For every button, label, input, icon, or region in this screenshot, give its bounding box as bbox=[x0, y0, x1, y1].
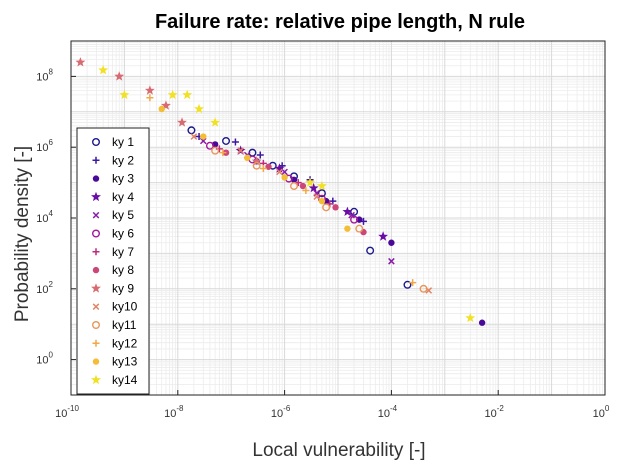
data-point-series-14 bbox=[167, 89, 178, 100]
data-point-series-4 bbox=[378, 231, 389, 241]
data-point-series-11 bbox=[290, 182, 299, 191]
data-point-series-13 bbox=[200, 133, 207, 140]
legend-entry-label: ky 5 bbox=[112, 208, 134, 222]
data-point-series-9 bbox=[114, 71, 125, 81]
data-point-series-6 bbox=[350, 215, 359, 224]
data-point-series-13 bbox=[281, 174, 288, 181]
data-point-series-8 bbox=[265, 163, 272, 170]
data-point-series-9 bbox=[251, 156, 262, 166]
legend-entry-label: ky 9 bbox=[112, 281, 134, 295]
legend-entry-label: ky 6 bbox=[112, 227, 134, 241]
data-point-series-4 bbox=[308, 182, 319, 193]
data-point-series-14 bbox=[119, 89, 130, 100]
data-point-series-12 bbox=[409, 279, 417, 287]
data-point-series-10 bbox=[237, 147, 244, 154]
legend-marker-14 bbox=[91, 374, 101, 385]
legend-marker-10 bbox=[92, 303, 100, 311]
data-point-series-8 bbox=[332, 204, 339, 211]
legend-entry-label: ky12 bbox=[112, 336, 138, 350]
legend-entry-label: ky14 bbox=[112, 373, 138, 387]
data-point-series-14 bbox=[316, 180, 327, 191]
data-point-series-11 bbox=[322, 203, 331, 212]
legend-marker-3 bbox=[92, 175, 100, 182]
data-point-series-5 bbox=[348, 211, 355, 219]
legend-box bbox=[76, 127, 150, 395]
data-point-series-12 bbox=[146, 94, 154, 102]
legend-marker-5 bbox=[92, 211, 100, 219]
legend-entry-label: ky 4 bbox=[112, 190, 134, 204]
data-point-series-12 bbox=[219, 149, 227, 157]
x-axis-ticks: 10-10 10-8 10-6 10-4 10-2 100 bbox=[55, 390, 610, 420]
data-point-series-13 bbox=[158, 105, 165, 113]
legend: ky 1 ky 2 ky 3 ky 4 ky 5 ky 6 ky 7 ky 8 ky 9 ky10… bbox=[76, 127, 150, 395]
data-point-series-1 bbox=[222, 136, 231, 145]
legend-entry-label: ky10 bbox=[112, 300, 138, 314]
data-point-series-14 bbox=[210, 117, 221, 127]
data-point-series-11 bbox=[252, 161, 261, 170]
data-point-series-11 bbox=[419, 284, 428, 293]
data-point-series-13 bbox=[318, 197, 326, 205]
data-point-series-14 bbox=[182, 89, 193, 100]
legend-marker-1 bbox=[91, 137, 100, 146]
data-point-series-10 bbox=[276, 168, 283, 176]
legend-marker-12 bbox=[92, 339, 100, 347]
data-point-series-10 bbox=[313, 193, 321, 201]
data-point-series-9 bbox=[75, 57, 86, 67]
data-point-series-14 bbox=[194, 103, 204, 114]
data-point-series-11 bbox=[211, 146, 220, 155]
data-point-series-2 bbox=[256, 151, 264, 159]
data-point-series-12 bbox=[259, 165, 267, 173]
data-point-series-3 bbox=[478, 319, 486, 326]
data-point-series-5 bbox=[281, 168, 288, 176]
legend-entry-label: ky 3 bbox=[112, 172, 134, 186]
legend-entry-label: ky 7 bbox=[112, 245, 134, 259]
data-points bbox=[75, 57, 486, 326]
data-point-series-9 bbox=[161, 100, 171, 110]
data-point-series-13 bbox=[244, 154, 251, 162]
legend-marker-7 bbox=[92, 248, 100, 256]
data-point-series-12 bbox=[302, 186, 310, 194]
legend-marker-9 bbox=[91, 283, 101, 293]
chart-title: Failure rate: relative pipe length, N ru… bbox=[155, 11, 525, 33]
x-axis-label: Local vulnerability [-] bbox=[252, 440, 425, 461]
legend-marker-4 bbox=[91, 191, 101, 202]
data-point-series-14 bbox=[98, 64, 109, 75]
data-point-series-14 bbox=[305, 177, 316, 187]
data-point-series-4 bbox=[342, 206, 353, 216]
data-point-series-7 bbox=[215, 145, 223, 153]
legend-marker-6 bbox=[91, 229, 100, 238]
legend-marker-13 bbox=[92, 358, 100, 365]
data-point-series-8 bbox=[299, 182, 307, 190]
data-point-series-2 bbox=[231, 138, 239, 146]
legend-marker-2 bbox=[92, 156, 100, 164]
legend-marker-11 bbox=[91, 321, 100, 330]
y-axis-label: Probability density [-] bbox=[12, 146, 33, 322]
data-point-series-1 bbox=[403, 280, 412, 289]
data-point-series-3 bbox=[388, 239, 395, 246]
data-point-series-6 bbox=[205, 141, 214, 150]
data-point-series-1 bbox=[366, 246, 375, 255]
data-point-series-5 bbox=[388, 257, 395, 265]
data-point-series-10 bbox=[190, 133, 198, 140]
data-point-series-1 bbox=[350, 207, 359, 216]
data-point-series-14 bbox=[465, 312, 476, 323]
legend-entry-label: ky13 bbox=[112, 355, 138, 369]
data-point-series-13 bbox=[344, 225, 351, 232]
data-point-series-1 bbox=[317, 189, 326, 198]
data-point-series-9 bbox=[177, 117, 187, 127]
data-point-series-11 bbox=[355, 224, 364, 233]
data-point-series-9 bbox=[144, 85, 155, 95]
legend-entry-label: ky 8 bbox=[112, 263, 134, 277]
legend-entry-label: ky11 bbox=[112, 318, 137, 332]
legend-entry-label: ky 1 bbox=[112, 135, 134, 149]
legend-entry-label: ky 2 bbox=[112, 153, 134, 167]
legend-marker-8 bbox=[92, 266, 100, 274]
data-point-series-4 bbox=[274, 163, 285, 173]
